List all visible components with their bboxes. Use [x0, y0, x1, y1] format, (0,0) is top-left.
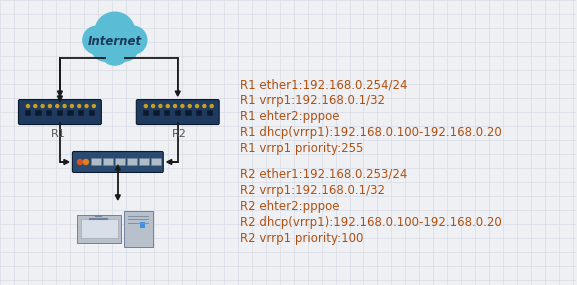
Text: R1: R1	[51, 129, 65, 139]
FancyBboxPatch shape	[25, 110, 31, 116]
Text: R2 ether1:192.168.0.253/24: R2 ether1:192.168.0.253/24	[239, 168, 407, 181]
Text: R2 vrrp1:192.168.0.1/32: R2 vrrp1:192.168.0.1/32	[239, 184, 385, 197]
Text: Internet: Internet	[88, 35, 142, 48]
FancyBboxPatch shape	[103, 158, 113, 165]
FancyBboxPatch shape	[185, 110, 192, 116]
FancyBboxPatch shape	[115, 158, 125, 165]
Circle shape	[203, 105, 206, 107]
Circle shape	[95, 12, 135, 52]
Text: R1 vrrp1 priority:255: R1 vrrp1 priority:255	[239, 142, 363, 155]
Text: R2 vrrp1 priority:100: R2 vrrp1 priority:100	[239, 232, 363, 245]
Text: R1 ether1:192.168.0.254/24: R1 ether1:192.168.0.254/24	[239, 78, 407, 91]
Circle shape	[92, 35, 118, 61]
Circle shape	[159, 105, 162, 107]
FancyBboxPatch shape	[126, 158, 137, 165]
Circle shape	[119, 26, 147, 54]
Circle shape	[48, 105, 51, 107]
Text: R1 dhcp(vrrp1):192.168.0.100-192.168.0.20: R1 dhcp(vrrp1):192.168.0.100-192.168.0.2…	[239, 126, 501, 139]
Circle shape	[166, 105, 169, 107]
FancyArrow shape	[115, 195, 121, 200]
Circle shape	[63, 105, 66, 107]
FancyArrow shape	[167, 160, 178, 164]
Circle shape	[92, 105, 95, 107]
FancyBboxPatch shape	[175, 110, 181, 116]
FancyArrow shape	[58, 96, 62, 101]
FancyBboxPatch shape	[138, 158, 149, 165]
Circle shape	[144, 105, 147, 107]
Circle shape	[188, 105, 191, 107]
FancyBboxPatch shape	[196, 110, 203, 116]
FancyArrow shape	[58, 58, 62, 96]
FancyBboxPatch shape	[164, 110, 170, 116]
FancyBboxPatch shape	[89, 110, 95, 116]
FancyBboxPatch shape	[57, 110, 63, 116]
FancyBboxPatch shape	[35, 110, 42, 116]
FancyBboxPatch shape	[78, 110, 84, 116]
FancyArrow shape	[175, 58, 180, 96]
FancyBboxPatch shape	[207, 110, 213, 116]
FancyBboxPatch shape	[68, 110, 74, 116]
FancyBboxPatch shape	[91, 158, 101, 165]
Circle shape	[78, 105, 81, 107]
FancyArrow shape	[115, 165, 121, 171]
FancyBboxPatch shape	[124, 211, 153, 247]
FancyBboxPatch shape	[136, 99, 219, 125]
FancyBboxPatch shape	[77, 215, 121, 243]
Circle shape	[181, 105, 184, 107]
Circle shape	[210, 105, 213, 107]
Circle shape	[174, 105, 177, 107]
Circle shape	[112, 35, 138, 61]
Circle shape	[27, 105, 29, 107]
Circle shape	[152, 105, 155, 107]
FancyBboxPatch shape	[153, 110, 160, 116]
FancyBboxPatch shape	[151, 158, 161, 165]
Text: R2 dhcp(vrrp1):192.168.0.100-192.168.0.20: R2 dhcp(vrrp1):192.168.0.100-192.168.0.2…	[239, 216, 501, 229]
Text: R2: R2	[173, 129, 187, 139]
Circle shape	[56, 105, 59, 107]
Circle shape	[41, 105, 44, 107]
Text: R2 ehter2:pppoe: R2 ehter2:pppoe	[239, 200, 339, 213]
Circle shape	[100, 35, 130, 65]
FancyBboxPatch shape	[81, 219, 118, 238]
FancyBboxPatch shape	[46, 110, 53, 116]
Circle shape	[196, 105, 198, 107]
FancyArrow shape	[60, 160, 69, 164]
Circle shape	[34, 105, 37, 107]
FancyBboxPatch shape	[18, 99, 102, 125]
Circle shape	[83, 26, 111, 54]
Circle shape	[84, 160, 88, 164]
Circle shape	[70, 105, 73, 107]
FancyBboxPatch shape	[143, 110, 149, 116]
Circle shape	[77, 160, 83, 164]
FancyBboxPatch shape	[72, 152, 163, 172]
Circle shape	[85, 105, 88, 107]
Text: R1 ehter2:pppoe: R1 ehter2:pppoe	[239, 110, 339, 123]
Text: R1 vrrp1:192.168.0.1/32: R1 vrrp1:192.168.0.1/32	[239, 94, 385, 107]
FancyBboxPatch shape	[140, 222, 145, 228]
